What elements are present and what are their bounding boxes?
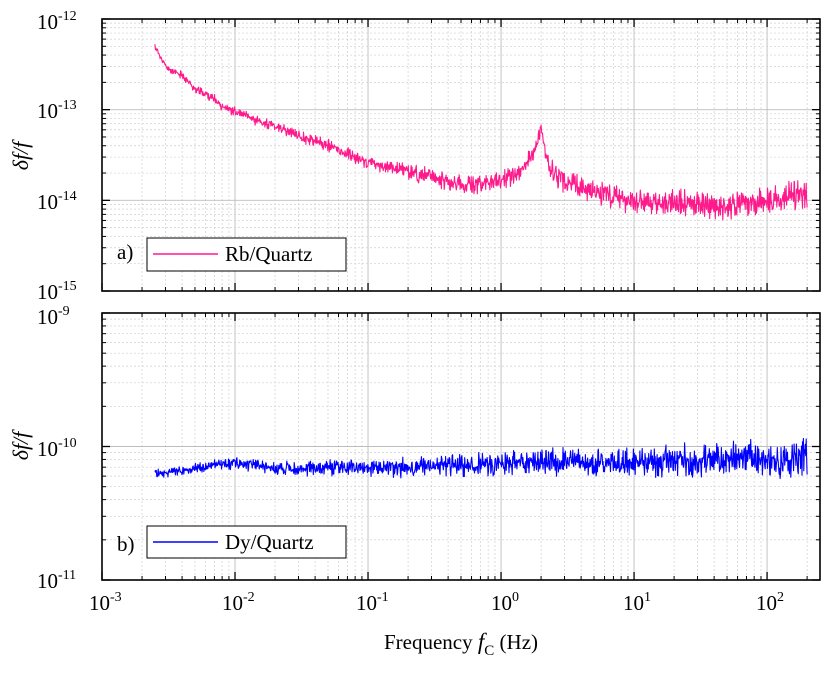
- xtick-label-1e-2: 10-2: [222, 590, 255, 615]
- panel-a-ytick-label-1e-12: 10-12: [37, 9, 77, 34]
- panel-b-ytick-label-1e-11: 10-11: [37, 568, 76, 593]
- panel-a-y-axis-label: δf/f: [8, 139, 33, 170]
- panel-b-tag: b): [117, 532, 135, 556]
- panel-a-ytick-label-1e-15: 10-15: [37, 279, 77, 304]
- xtick-label-1e-1: 10-1: [356, 590, 389, 615]
- panel-a-legend: Rb/Quartz: [146, 237, 347, 272]
- xtick-label-1e1: 101: [623, 590, 651, 615]
- panel-b-legend-label: Dy/Quartz: [225, 530, 314, 554]
- panel-a-tag: a): [117, 240, 133, 264]
- panel-b-series-dy-quartz: [154, 437, 808, 480]
- panel-a-ytick-label-1e-13: 10-13: [37, 98, 77, 123]
- panel-a-ytick-label-1e-14: 10-14: [37, 189, 77, 214]
- panel-a-legend-label: Rb/Quartz: [225, 242, 312, 266]
- panel-a-ticks: [101, 18, 820, 292]
- panel-b-grid: [101, 312, 820, 581]
- xtick-label-1e0: 100: [491, 590, 519, 615]
- panel-b-ytick-label-1e-10: 10-10: [37, 436, 77, 461]
- xtick-label-1e2: 102: [756, 590, 784, 615]
- x-axis-label: Frequency fC (Hz): [384, 629, 538, 659]
- xtick-label-1e-3: 10-3: [89, 590, 122, 615]
- panel-b-ticks: [101, 312, 820, 581]
- panel-b-legend: Dy/Quartz: [146, 525, 347, 559]
- panel-b: 10-11 10-10 10-9 10-3 10-2 10-1 100 101 …: [8, 304, 821, 659]
- panel-a: 10-15 10-14 10-13 10-12 δf/f a) Rb/Quart…: [8, 9, 821, 304]
- panel-b-y-axis-label: δf/f: [8, 429, 33, 460]
- panel-a-series-rb-quartz: [154, 44, 808, 221]
- panel-b-ytick-label-1e-9: 10-9: [37, 304, 70, 329]
